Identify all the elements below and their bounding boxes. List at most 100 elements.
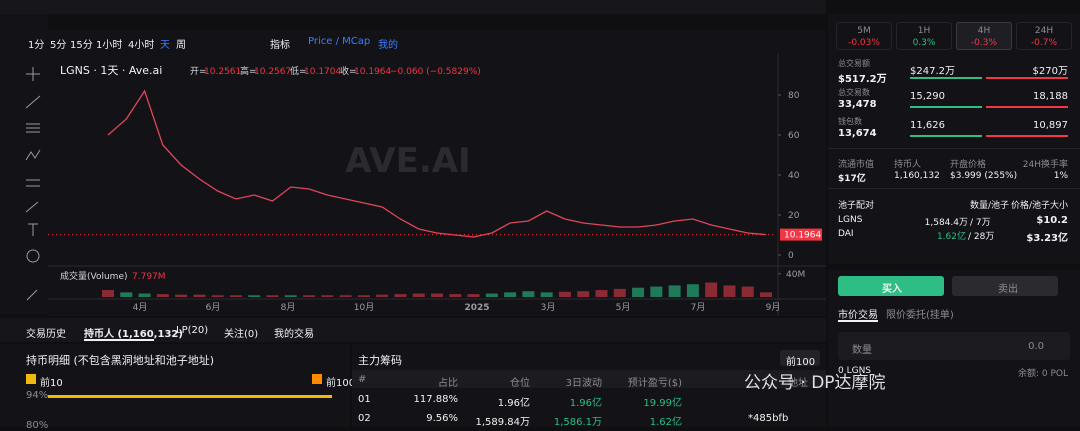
volume-bar: [321, 295, 334, 297]
pool-price: $3.23亿: [1026, 233, 1068, 244]
legend-swatch: [312, 374, 322, 384]
x-tick-label: 4月: [133, 302, 148, 313]
ohlc-label: 开=: [190, 66, 207, 77]
x-tick-label: 5月: [616, 302, 631, 313]
volume-bar: [632, 287, 645, 297]
volume-bar: [650, 286, 663, 297]
timeframe-button[interactable]: 24H -0.7%: [1016, 22, 1072, 50]
stat-label: 总交易数: [838, 88, 870, 97]
table-header: #: [358, 374, 367, 385]
tool-icons: [25, 67, 41, 301]
timeframe-label: 4H: [977, 26, 991, 36]
legend-swatch: [26, 374, 36, 384]
tab[interactable]: 交易历史: [26, 329, 66, 340]
volume-value: 7.797M: [132, 272, 166, 282]
legend-label: 前10: [40, 378, 63, 389]
tab[interactable]: 我的交易: [274, 329, 314, 340]
pool-price: $10.2: [1036, 215, 1068, 226]
market-label: 24H换手率: [1022, 160, 1068, 170]
qty-unit: 0 LGNS: [838, 366, 872, 376]
divider: [828, 188, 1080, 189]
sell-bar: [986, 77, 1068, 79]
volume-bar: [485, 293, 498, 297]
pool-header: 数量/池子: [970, 201, 1010, 211]
volume-bar: [522, 291, 535, 297]
interval-button[interactable]: 15分: [70, 40, 93, 51]
holders-panel: 持币明细 (不包含黑洞地址和池子地址) 前10 前100 94% 80%: [0, 344, 355, 431]
timeframe-button[interactable]: 5M -0.03%: [836, 22, 892, 50]
market-value: 1%: [1053, 171, 1068, 181]
volume-bar: [357, 295, 370, 297]
table-cell: 19.99亿: [643, 398, 682, 409]
axis-label: 80%: [26, 420, 49, 431]
volume-title: 成交量(Volume): [60, 270, 128, 282]
pool-size: / 28万: [968, 232, 995, 242]
interval-button[interactable]: 5分: [50, 40, 67, 51]
tab[interactable]: LP(20): [176, 325, 209, 336]
price-mcap-toggle[interactable]: Price / MCap: [308, 36, 371, 47]
axis-label: 94%: [26, 390, 49, 401]
timeframe-label: 5M: [857, 26, 871, 36]
buy-bar: [910, 135, 982, 137]
stat-buy: 15,290: [910, 91, 945, 102]
table-header: 仓位: [510, 378, 530, 389]
market-label: 流通市值: [838, 160, 875, 170]
volume-bar: [723, 285, 736, 297]
badge: 前100: [786, 357, 816, 368]
order-tab[interactable]: 市价交易: [838, 310, 878, 321]
volume-bar: [394, 294, 407, 297]
y-tick-label: 80: [788, 91, 800, 101]
side-panel: 5M -0.03% 1H 0.3% 4H -0.3% 24H -0.7% 总交易额 $517.2万…: [828, 14, 1080, 427]
sell-label[interactable]: 卖出: [998, 284, 1018, 295]
legend-label: 前100: [326, 378, 356, 389]
badge-bg: [780, 350, 820, 366]
sell-bar: [986, 106, 1068, 108]
buy-bar: [910, 106, 982, 108]
volume-bar: [138, 293, 151, 297]
buy-button[interactable]: [838, 276, 944, 296]
volume-bar: [339, 295, 352, 297]
qty-input: [838, 332, 1070, 360]
tab[interactable]: 关注(0): [224, 329, 259, 340]
interval-button[interactable]: 4小时: [128, 40, 155, 51]
pool-amount: 1.62亿: [936, 232, 966, 242]
sell-button[interactable]: [952, 276, 1058, 296]
interval-button[interactable]: 1分: [28, 40, 45, 51]
timeframe-button[interactable]: 4H -0.3%: [956, 22, 1012, 50]
market-value: 1,160,132: [894, 171, 940, 181]
x-tick-label: 10月: [354, 302, 374, 313]
x-tick-label: 9月: [766, 302, 781, 313]
buy-label[interactable]: 买入: [882, 284, 902, 295]
volume-bar: [504, 292, 517, 297]
interval-button[interactable]: 1小时: [96, 40, 123, 51]
tab-bar: 交易历史 持币人 (1,160,132) LP(20) 关注(0) 我的交易: [0, 318, 826, 342]
table-cell: 117.88%: [413, 394, 459, 405]
tab[interactable]: 持币人 (1,160,132): [84, 329, 183, 340]
stat-sell: 10,897: [1033, 120, 1068, 131]
last-price-label: 10.1964: [784, 231, 821, 241]
market-value: $17亿: [838, 174, 866, 184]
interval-button[interactable]: 天: [160, 40, 170, 51]
x-tick-label: 6月: [206, 302, 221, 313]
stat-total: $517.2万: [838, 74, 887, 85]
interval-button[interactable]: 周: [176, 40, 186, 51]
toolbar: 1分 5分 15分 1小时 4小时天周 指标 Price / MCap 我的: [22, 30, 826, 54]
table-header-bg: [352, 370, 826, 388]
mine-button[interactable]: 我的: [378, 40, 398, 51]
volume-bar: [668, 285, 681, 297]
volume-bar: [376, 294, 389, 297]
qty-value[interactable]: 0.0: [1028, 341, 1044, 352]
x-tick-label: 8月: [281, 302, 296, 313]
stat-label: 钱包数: [838, 117, 862, 126]
buy-bar: [910, 77, 982, 79]
order-tab[interactable]: 限价委托(挂单): [886, 310, 954, 321]
indicator-button[interactable]: 指标: [270, 40, 290, 51]
volume-bar: [156, 294, 169, 297]
ohlc-value: 10.2561: [204, 67, 241, 77]
timeframe-button[interactable]: 1H 0.3%: [896, 22, 952, 50]
order-tab-underline: [838, 320, 878, 322]
chart-symbol: LGNS · 1天 · Ave.ai: [60, 64, 162, 77]
volume-bar: [431, 293, 443, 297]
balance: 余额: 0 POL: [1017, 369, 1068, 379]
